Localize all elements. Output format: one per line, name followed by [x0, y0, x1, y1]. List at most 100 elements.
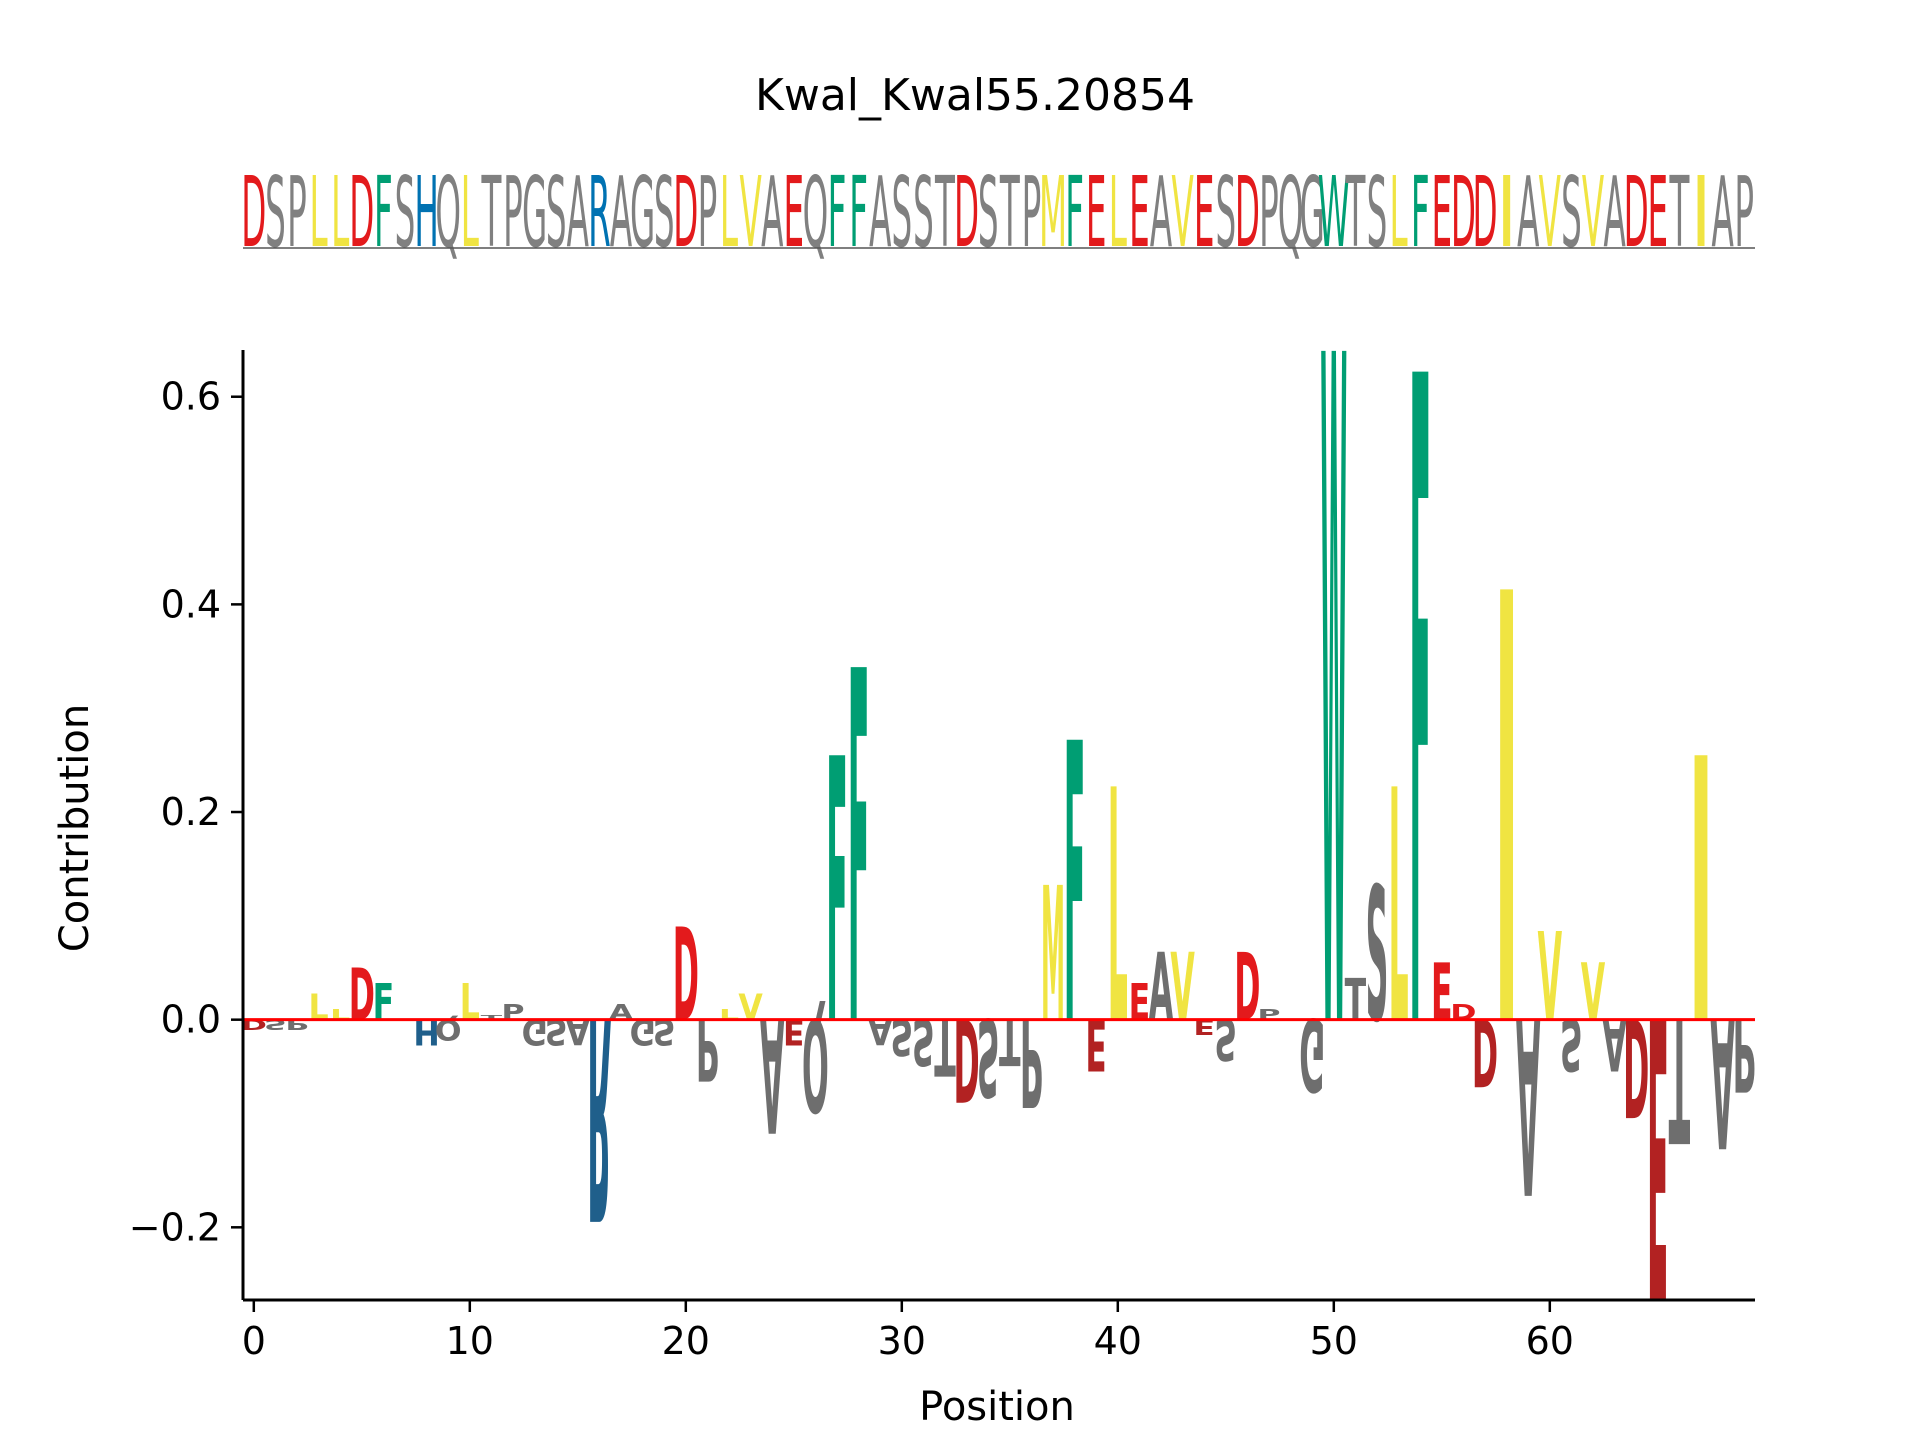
logo-letter: G: [1299, 995, 1325, 1111]
sequence-letter: E: [1432, 157, 1453, 270]
logo-letter: Q: [802, 989, 829, 1139]
x-tick-label: 40: [1094, 1319, 1142, 1363]
logo-letter: H: [413, 1011, 439, 1052]
logo-letter: F: [373, 973, 395, 1032]
sequence-letter: I: [1496, 157, 1517, 270]
logo-letter: E: [1431, 949, 1453, 1039]
sequence-letter: E: [784, 157, 805, 270]
sequence-letter: T: [481, 157, 502, 270]
logo-letter: D: [673, 900, 699, 1050]
sequence-letter: S: [1215, 157, 1236, 270]
logo-letter: P: [501, 1001, 524, 1026]
logo-letter: D: [1623, 987, 1649, 1144]
logo-letter: D: [349, 954, 375, 1037]
logo-letter: T: [1669, 979, 1691, 1178]
logo-letter: S: [653, 1011, 676, 1052]
sequence-letter: F: [1411, 157, 1430, 270]
sequence-letter: P: [1734, 157, 1754, 270]
sequence-letter: L: [720, 157, 738, 270]
logo-letter: A: [1602, 1003, 1627, 1086]
sequence-letter: G: [1300, 157, 1325, 270]
logo-letter: S: [1214, 1006, 1237, 1073]
x-tick-label: 30: [878, 1319, 926, 1363]
sequence-letter: H: [414, 157, 438, 270]
sequence-letter: D: [1451, 157, 1476, 270]
sequence-letter: D: [1472, 157, 1497, 270]
x-tick-label: 50: [1310, 1319, 1358, 1363]
sequence-letter: T: [1669, 157, 1690, 270]
sequence-letter: S: [913, 157, 934, 270]
sequence-letter: Q: [435, 157, 461, 270]
sequence-letter: S: [395, 157, 416, 270]
sequence-letter: V: [739, 157, 761, 270]
logo-letter: T: [481, 1015, 503, 1022]
y-tick-label: 0.2: [161, 790, 221, 834]
logo-letter: E: [1193, 1014, 1215, 1039]
sequence-letter: V: [1539, 157, 1561, 270]
sequence-letter: A: [610, 157, 632, 270]
logo-letter: T: [1345, 966, 1367, 1033]
x-tick-label: 10: [446, 1319, 494, 1363]
sequence-letter: P: [698, 157, 718, 270]
sequence-letter: A: [761, 157, 783, 270]
sequence-letter: F: [1065, 157, 1084, 270]
sequence-letter: D: [241, 157, 266, 270]
x-tick-label: 20: [662, 1319, 710, 1363]
sequence-letter: F: [828, 157, 847, 270]
logo-letter: T: [934, 1000, 956, 1090]
logo-letter: S: [912, 1004, 935, 1079]
sequence-letter: A: [1603, 157, 1625, 270]
sequence-letter: L: [331, 157, 349, 270]
sequence-letter: D: [673, 157, 698, 270]
logo-letter: R: [587, 954, 611, 1277]
logo-letter: E: [1129, 973, 1151, 1032]
x-tick-label: 0: [242, 1319, 266, 1363]
sequence-letter: P: [1259, 157, 1279, 270]
sequence-letter: S: [1561, 157, 1582, 270]
sequence-letter: D: [1624, 157, 1649, 270]
sequence-letter: D: [1235, 157, 1260, 270]
sequence-letter: E: [1648, 157, 1669, 270]
sequence-letter: P: [287, 157, 307, 270]
y-axis-label: Contribution: [52, 704, 98, 952]
logo-letter: P: [1733, 995, 1756, 1111]
logo-letter: L: [309, 987, 329, 1028]
sequence-letter: L: [310, 157, 328, 270]
logo-letter: F: [826, 683, 848, 1106]
sequence-letter: Q: [1278, 157, 1304, 270]
x-ticks: 0 10 20 30 40 50 60: [242, 1300, 1574, 1363]
logo-letter: S: [1560, 1003, 1583, 1086]
y-ticks: −0.2 0.0 0.2 0.4 0.6: [129, 375, 243, 1249]
sequence-letter: A: [869, 157, 891, 270]
logo-letter: S: [890, 1008, 913, 1067]
sequence-letter: S: [265, 157, 286, 270]
logo-letter: S: [977, 994, 1000, 1119]
x-axis-label: Position: [919, 1384, 1075, 1430]
sequence-letter: A: [1517, 157, 1539, 270]
sequence-letter: D: [954, 157, 979, 270]
logo-letter: P: [1020, 991, 1043, 1132]
logo-letter: D: [1234, 935, 1260, 1042]
y-tick-label: 0.4: [161, 582, 221, 626]
sequence-letter: P: [503, 157, 523, 270]
sequence-letter: T: [935, 157, 956, 270]
logo-letter: I: [1494, 473, 1519, 1160]
sequence-letter: L: [1390, 157, 1408, 270]
logo-letter: A: [760, 982, 784, 1165]
logo-letter: M: [1041, 850, 1065, 1065]
logo-letter: A: [1516, 962, 1540, 1244]
sequence-letter: Q: [803, 157, 829, 270]
logo-letter: G: [522, 1011, 548, 1052]
sequence-letter: S: [546, 157, 567, 270]
logo-letter: G: [630, 1011, 656, 1052]
sequence-letter: T: [999, 157, 1020, 270]
logo-letter: D: [953, 992, 979, 1124]
logo-letter: V: [738, 987, 762, 1028]
sequence-letter: G: [522, 157, 547, 270]
logo-letter: W: [1320, 170, 1347, 1237]
logo-letter: L: [1389, 723, 1409, 1096]
logo-letter: S: [545, 1011, 568, 1052]
